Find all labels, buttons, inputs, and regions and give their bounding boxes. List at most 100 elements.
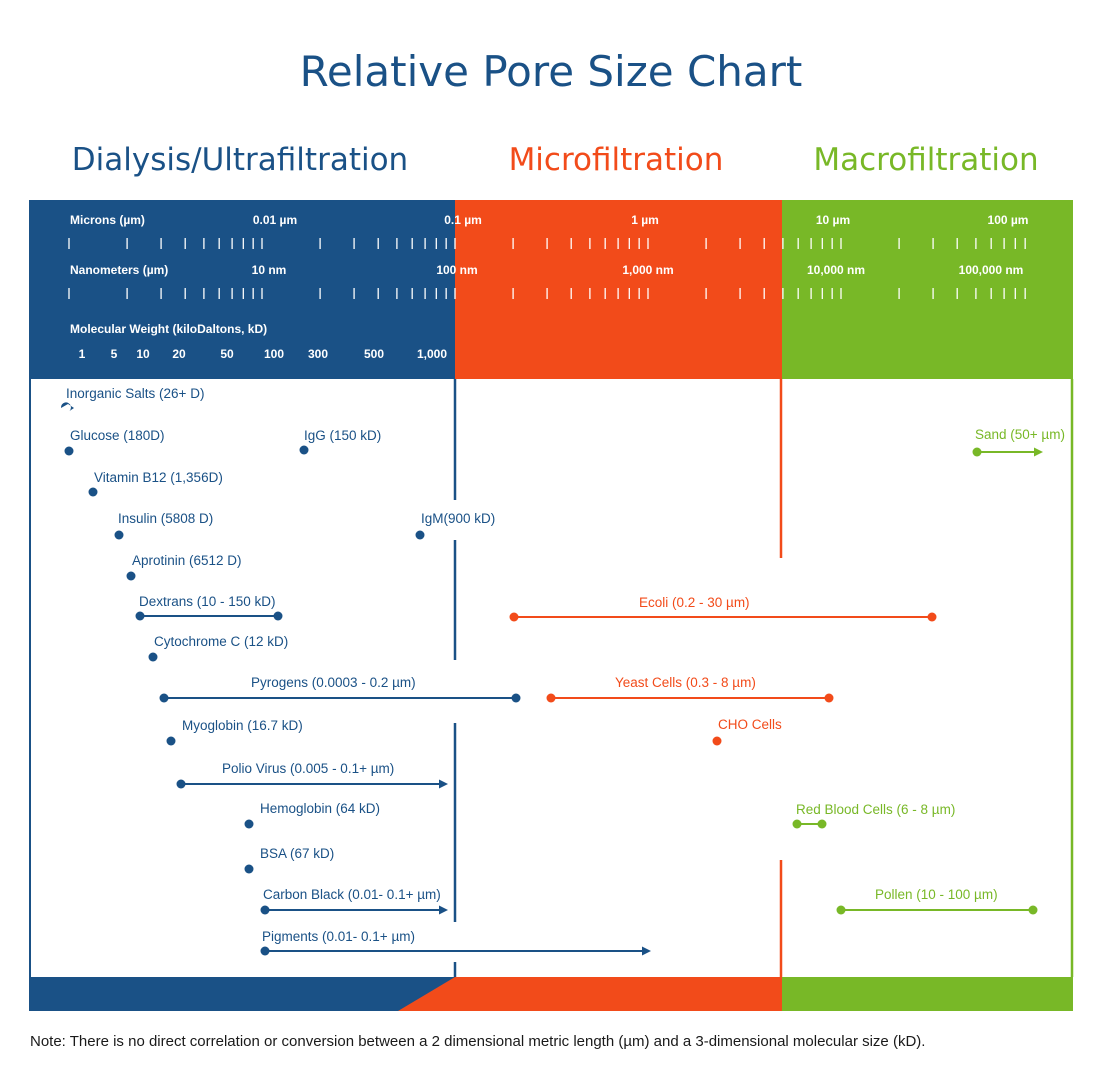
item-cho: CHO Cells	[712, 717, 782, 746]
item-label: Dextrans (10 - 150 kD)	[139, 594, 276, 609]
item-polio: Polio Virus (0.005 - 0.1+ µm)	[176, 761, 448, 789]
item-yeast: Yeast Cells (0.3 - 8 µm)	[546, 675, 834, 703]
item-label: IgG (150 kD)	[304, 428, 381, 443]
item-arrowhead	[439, 779, 448, 789]
chart-title: Relative Pore Size Chart	[300, 47, 803, 96]
item-marker	[415, 530, 425, 540]
header-band-macro	[782, 200, 1073, 379]
item-range-end	[817, 819, 827, 829]
microns-tick-label: 100 µm	[988, 213, 1029, 227]
item-label: Polio Virus (0.005 - 0.1+ µm)	[222, 761, 394, 776]
microns-label: Microns (µm)	[70, 213, 145, 227]
mw-tick-label: 1,000	[417, 347, 447, 361]
item-label: Pigments (0.01- 0.1+ µm)	[262, 929, 415, 944]
item-arrowhead	[1034, 447, 1043, 457]
item-marker	[299, 445, 309, 455]
mw-tick-label: 300	[308, 347, 328, 361]
item-hemoglobin: Hemoglobin (64 kD)	[244, 801, 380, 829]
nanometers-tick-label: 1,000 nm	[622, 263, 673, 277]
mw-tick-label: 10	[136, 347, 150, 361]
item-label: Pollen (10 - 100 µm)	[875, 887, 998, 902]
item-arrowhead	[642, 946, 651, 956]
item-marker	[148, 652, 158, 662]
items-layer: Inorganic Salts (26+ D) Glucose (180D) IgG…	[60, 386, 1065, 956]
item-range-end	[927, 612, 937, 622]
item-label: BSA (67 kD)	[260, 846, 334, 861]
item-label: Yeast Cells (0.3 - 8 µm)	[615, 675, 756, 690]
item-range-start	[836, 905, 846, 915]
item-range-end	[511, 693, 521, 703]
item-label: Insulin (5808 D)	[118, 511, 213, 526]
item-label: Vitamin B12 (1,356D)	[94, 470, 223, 485]
item-range-start	[546, 693, 556, 703]
item-range-start	[135, 611, 145, 621]
item-insulin: Insulin (5808 D)	[114, 511, 213, 540]
section-label-dialysis: Dialysis/Ultrafiltration	[72, 142, 408, 178]
item-label: CHO Cells	[718, 717, 782, 732]
item-marker	[88, 487, 98, 497]
item-marker	[244, 864, 254, 874]
footnote: Note: There is no direct correlation or …	[30, 1033, 925, 1050]
item-label: IgM(900 kD)	[421, 511, 495, 526]
item-marker	[64, 446, 74, 456]
item-range-end	[273, 611, 283, 621]
item-marker	[712, 736, 722, 746]
item-cytochrome: Cytochrome C (12 kD)	[148, 634, 288, 662]
item-marker	[114, 530, 124, 540]
footer-band-micro	[455, 977, 782, 1011]
item-range-start	[176, 779, 186, 789]
item-range-start	[972, 447, 982, 457]
microns-tick-label: 10 µm	[816, 213, 850, 227]
item-range-start	[260, 946, 270, 956]
item-vitamin: Vitamin B12 (1,356D)	[88, 470, 223, 497]
item-label: Carbon Black (0.01- 0.1+ µm)	[263, 887, 441, 902]
item-marker	[244, 819, 254, 829]
footer-band-macro	[782, 977, 1073, 1011]
item-label: Aprotinin (6512 D)	[132, 553, 242, 568]
item-myoglobin: Myoglobin (16.7 kD)	[166, 718, 303, 746]
footer-band-dialysis	[29, 977, 455, 1011]
mw-tick-label: 20	[172, 347, 186, 361]
item-marker	[166, 736, 176, 746]
item-label: Sand (50+ µm)	[975, 427, 1065, 442]
nanometers-tick-label: 10,000 nm	[807, 263, 865, 277]
item-pyrogens: Pyrogens (0.0003 - 0.2 µm)	[159, 675, 521, 703]
item-igm900: IgM(900 kD)	[415, 511, 495, 540]
item-range-start	[792, 819, 802, 829]
footer-band-diagonal	[398, 977, 455, 1011]
item-pollen: Pollen (10 - 100 µm)	[836, 887, 1038, 915]
item-range-end	[824, 693, 834, 703]
item-bsa: BSA (67 kD)	[244, 846, 334, 874]
mw-label: Molecular Weight (kiloDaltons, kD)	[70, 322, 267, 336]
item-range-end	[1028, 905, 1038, 915]
microns-tick-label: 0.01 µm	[253, 213, 297, 227]
header-band-dialysis	[29, 200, 455, 379]
nanometers-tick-label: 100,000 nm	[959, 263, 1024, 277]
item-dextrans: Dextrans (10 - 150 kD)	[135, 594, 283, 621]
item-range-start	[159, 693, 169, 703]
microns-tick-label: 0.1 µm	[444, 213, 482, 227]
scale-layer: Microns (µm) Nanometers (µm) Molecular Wei…	[68, 213, 1029, 361]
mw-tick-label: 100	[264, 347, 284, 361]
item-aprotinin: Aprotinin (6512 D)	[126, 553, 242, 581]
item-label: Pyrogens (0.0003 - 0.2 µm)	[251, 675, 416, 690]
nanometers-label: Nanometers (µm)	[70, 263, 168, 277]
item-sand: Sand (50+ µm)	[972, 427, 1065, 457]
item-label: Hemoglobin (64 kD)	[260, 801, 380, 816]
mw-tick-label: 50	[220, 347, 234, 361]
item-label: Myoglobin (16.7 kD)	[182, 718, 303, 733]
mw-tick-label: 1	[79, 347, 86, 361]
item-igg: IgG (150 kD)	[299, 428, 381, 455]
item-range-start	[509, 612, 519, 622]
item-range-start	[260, 905, 270, 915]
item-red: Red Blood Cells (6 - 8 µm)	[792, 802, 955, 829]
item-label: Cytochrome C (12 kD)	[154, 634, 288, 649]
section-label-micro: Microfiltration	[509, 142, 724, 178]
item-arrowhead	[439, 905, 448, 915]
nanometers-tick-label: 10 nm	[252, 263, 287, 277]
item-marker	[60, 402, 74, 412]
mw-tick-label: 5	[111, 347, 118, 361]
item-inorganic: Inorganic Salts (26+ D)	[60, 386, 204, 412]
item-label: Ecoli (0.2 - 30 µm)	[639, 595, 750, 610]
item-marker	[126, 571, 136, 581]
